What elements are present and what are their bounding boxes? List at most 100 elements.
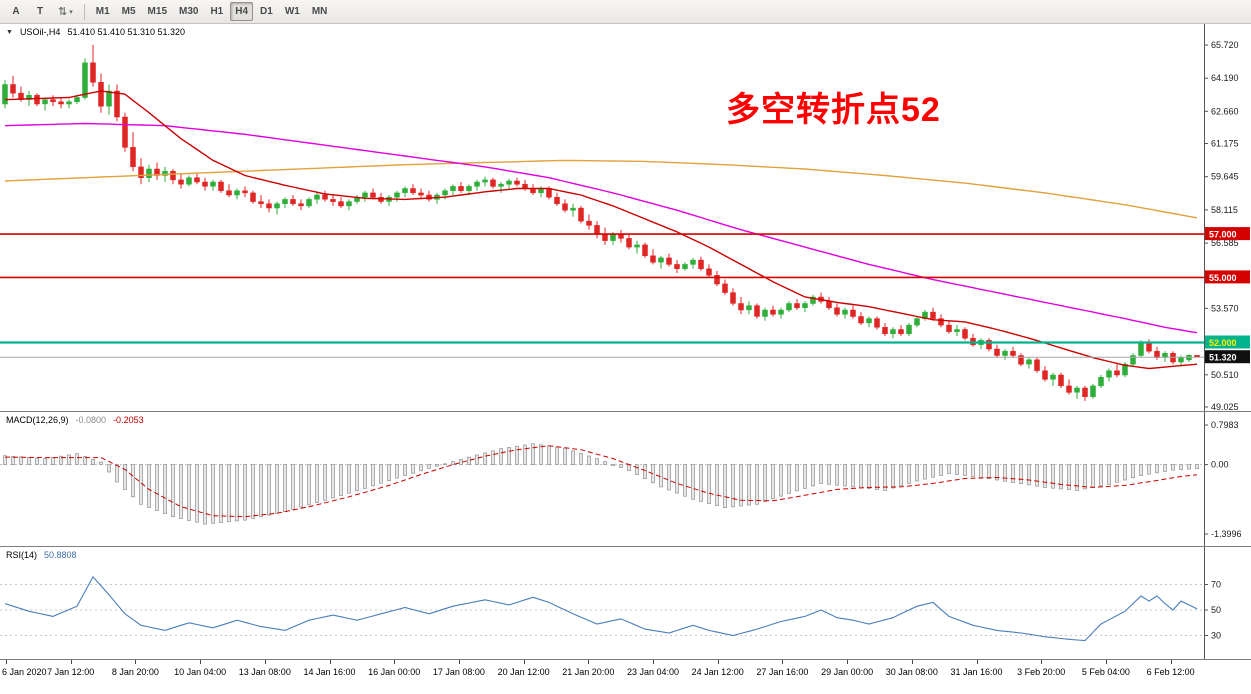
time-axis-label: 10 Jan 04:00 [174,667,227,677]
time-axis[interactable]: 6 Jan 2020 7 Jan 12:00 8 Jan 20:00 10 Jan 0… [0,660,1251,694]
time-axis-tick [911,660,913,664]
time-axis-label: 29 Jan 00:00 [821,667,874,677]
macd-signal-value: -0.2053 [113,415,144,425]
price-axis[interactable]: 65.720 64.190 62.660 61.175 59.645 58.115 56.5… [1204,40,1239,411]
macd-chart-canvas[interactable]: 0.7983 0.00 -1.3996 [0,412,1251,546]
rsi-axis-label: 70 [1211,580,1221,590]
timeframe-button-mn[interactable]: MN [307,2,333,21]
timeframe-button-d1[interactable]: D1 [255,2,278,21]
macd-label: MACD(12,26,9) [6,415,69,425]
time-axis-tick [6,660,7,664]
time-axis-tick [200,660,202,664]
time-axis-label: 21 Jan 20:00 [562,667,615,677]
rsi-chart-canvas[interactable]: 70 50 30 [0,547,1251,659]
symbol-dropdown-icon[interactable]: ▼ [6,28,13,36]
toolbar-button-a[interactable]: A [5,2,27,21]
timeframe-button-h4[interactable]: H4 [230,2,254,21]
price-axis-label: 53.570 [1211,303,1239,313]
toolbar: A T ⇅ ▾ M1 M5 M15 M30 H1 H4 D1 W1 MN [0,0,1251,24]
rsi-axis-label: 30 [1211,631,1221,641]
time-axis-label: 20 Jan 12:00 [497,667,550,677]
rsi-panel: 70 50 30 RSI(14) 50.8808 [0,547,1251,660]
cycle-icon: ⇅ [58,6,68,18]
rsi-label: RSI(14) [6,550,38,560]
ma-mid-line [4,122,1198,334]
price-panel: 65.720 64.190 62.660 61.175 59.645 58.115 56.5… [0,24,1251,412]
svg-text:57.000: 57.000 [1209,230,1237,240]
time-axis-label: 23 Jan 04:00 [626,667,680,677]
timeframe-button-group: M1 M5 M15 M30 H1 H4 D1 W1 MN [90,2,334,21]
time-axis-tick [329,660,331,664]
time-axis-tick [264,660,266,664]
macd-axis-label: 0.00 [1211,460,1229,470]
toolbar-button-t[interactable]: T [29,2,51,21]
macd-histogram [3,443,1199,525]
rsi-header: RSI(14) 50.8808 [6,550,77,560]
ma-slow-line [4,159,1198,219]
svg-text:55.000: 55.000 [1209,273,1237,283]
timeframe-button-h1[interactable]: H1 [205,2,228,21]
time-axis-tick [135,660,137,664]
timeframe-button-m1[interactable]: M1 [91,2,115,21]
time-axis-label: 5 Feb 04:00 [1081,667,1130,677]
time-axis-tick [976,660,978,664]
time-axis-tick [1041,660,1043,664]
time-axis-label: 7 Jan 12:00 [47,667,95,677]
time-axis-label: 24 Jan 12:00 [691,667,744,677]
cycle-tool-button[interactable]: ⇅ ▾ [53,2,78,21]
macd-panel: 0.7983 0.00 -1.3996 MACD(12,26,9) -0.0800 … [0,412,1251,547]
price-line-badge: 55.000 [1205,270,1250,284]
price-axis-label: 59.645 [1211,172,1239,182]
timeframe-button-w1[interactable]: W1 [280,2,305,21]
macd-axis-label: -1.3996 [1211,529,1242,539]
rsi-value: 50.8808 [44,550,77,560]
time-axis-tick [458,660,460,664]
price-axis-label: 64.190 [1211,73,1239,83]
time-axis-label: 16 Jan 00:00 [368,667,421,677]
svg-text:52.000: 52.000 [1209,338,1237,348]
rsi-axis[interactable]: 70 50 30 [1204,580,1221,641]
time-axis-tick [523,660,525,664]
timeframe-button-m30[interactable]: M30 [174,2,203,21]
time-axis-label: 30 Jan 08:00 [885,667,938,677]
time-axis-label: 14 Jan 16:00 [303,667,356,677]
rsi-line [4,575,1198,642]
time-axis-tick [847,660,849,664]
chevron-down-icon: ▾ [69,8,73,16]
price-line-badge: 57.000 [1205,227,1250,241]
price-line-badge: 51.320 [1205,350,1250,364]
macd-axis-label: 0.7983 [1211,420,1239,430]
svg-text:51.320: 51.320 [1209,353,1237,363]
time-axis-label: 31 Jan 16:00 [950,667,1003,677]
time-axis-tick [70,660,72,664]
price-axis-label: 50.510 [1211,370,1239,380]
price-axis-label: 65.720 [1211,40,1239,50]
time-axis-label: 13 Jan 08:00 [238,667,291,677]
chart-header: ▼ USOil-,H4 51.410 51.410 51.310 51.320 [6,27,185,37]
time-axis-label: 8 Jan 20:00 [111,667,159,677]
price-chart-canvas[interactable]: 65.720 64.190 62.660 61.175 59.645 58.115 56.5… [0,24,1251,411]
macd-main-value: -0.0800 [75,415,107,425]
time-axis-label: 3 Feb 20:00 [1017,667,1066,677]
time-axis-tick [1105,660,1107,664]
chart-annotation-text: 多空转折点52 [726,91,941,129]
timeframe-button-m15[interactable]: M15 [143,2,172,21]
price-axis-label: 58.115 [1211,205,1238,215]
time-axis-label: 17 Jan 08:00 [432,667,485,677]
timeframe-button-m5[interactable]: M5 [117,2,141,21]
price-line-badge: 52.000 [1205,335,1250,349]
price-axis-label: 56.585 [1211,238,1239,248]
chart-stack: 65.720 64.190 62.660 61.175 59.645 58.115 56.5… [0,24,1251,694]
price-axis-label: 61.175 [1211,139,1239,149]
time-axis-label: 6 Feb 12:00 [1146,667,1195,677]
time-axis-tick [717,660,719,664]
time-axis-tick [653,660,654,664]
macd-axis[interactable]: 0.7983 0.00 -1.3996 [1204,420,1242,539]
price-axis-label: 49.025 [1211,402,1239,411]
toolbar-separator [83,3,85,20]
symbol-label: USOil-,H4 [19,27,61,37]
time-axis-tick [782,660,784,664]
time-axis-tick [588,660,590,664]
rsi-axis-label: 50 [1211,605,1221,615]
